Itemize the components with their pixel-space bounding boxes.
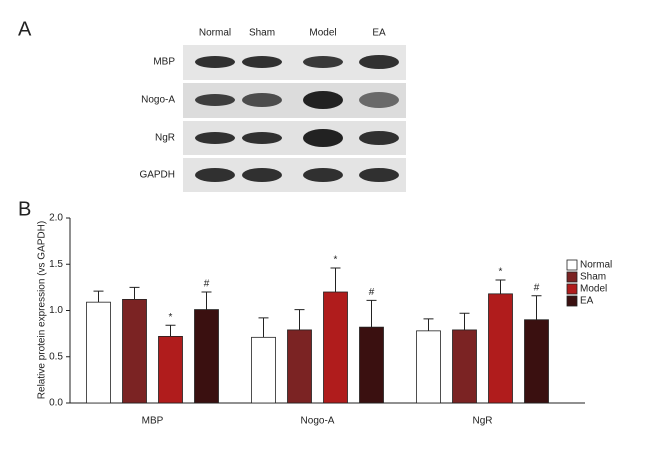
bar: [359, 326, 384, 404]
significance-mark: #: [534, 282, 540, 293]
blot-band: [303, 91, 343, 109]
blot-band: [359, 168, 399, 182]
error-bar: [366, 299, 377, 328]
blot-band: [303, 168, 343, 182]
bar: [86, 301, 111, 404]
x-tick-label: Nogo-A: [301, 416, 335, 427]
error-bar: [459, 312, 470, 330]
bar: [251, 336, 276, 404]
bar: [158, 335, 183, 404]
error-bar: [294, 309, 305, 330]
error-bar: [93, 290, 104, 303]
significance-mark: #: [369, 287, 375, 298]
lane-label: EA: [372, 28, 386, 39]
row-label: GAPDH: [139, 170, 175, 181]
bar: [488, 293, 513, 404]
row-label: NgR: [155, 133, 175, 144]
y-tick-label: 0.0: [49, 398, 63, 409]
row-label: MBP: [153, 57, 175, 68]
significance-mark: *: [334, 255, 338, 266]
bar: [323, 291, 348, 404]
error-bar: [129, 286, 140, 300]
y-axis-label: Relative protein expression (vs GAPDH): [37, 221, 48, 399]
legend-swatch: [566, 271, 578, 283]
x-tick-label: NgR: [472, 416, 492, 427]
significance-mark: #: [204, 279, 210, 290]
blot-band: [242, 93, 282, 107]
bar: [287, 329, 312, 404]
blot-band: [359, 92, 399, 108]
blot-band: [242, 168, 282, 182]
lane-label: Sham: [249, 28, 275, 39]
blot-band: [195, 56, 235, 68]
lane-label: Model: [309, 28, 336, 39]
legend-swatch: [566, 259, 578, 271]
bar: [416, 330, 441, 404]
y-tick-label: 1.5: [49, 259, 63, 270]
legend-swatch: [566, 295, 578, 307]
error-bar: [423, 318, 434, 331]
panel-label: A: [18, 18, 32, 40]
bar: [194, 309, 219, 404]
bar: [452, 329, 477, 404]
legend-label: Normal: [580, 260, 612, 271]
bar: [524, 319, 549, 404]
error-bar: [495, 279, 506, 294]
blot-band: [359, 55, 399, 69]
error-bar: [330, 267, 341, 292]
blot-band: [242, 132, 282, 144]
blot-band: [303, 129, 343, 147]
error-bar: [201, 291, 212, 310]
blot-band: [195, 94, 235, 106]
blot-band: [195, 168, 235, 182]
blot-band: [303, 56, 343, 68]
row-label: Nogo-A: [141, 95, 175, 106]
legend-label: Sham: [580, 272, 606, 283]
error-bar: [165, 324, 176, 337]
error-bar: [531, 295, 542, 320]
legend-swatch: [566, 283, 578, 295]
bar: [122, 298, 147, 404]
lane-label: Normal: [199, 28, 231, 39]
blot-band: [242, 56, 282, 68]
y-tick-label: 0.5: [49, 351, 63, 362]
panel-label: B: [18, 198, 31, 220]
error-bar: [258, 317, 269, 338]
y-tick-label: 1.0: [49, 305, 63, 316]
blot-band: [195, 132, 235, 144]
legend-label: Model: [580, 284, 607, 295]
y-tick-label: 2.0: [49, 213, 63, 224]
blot-band: [359, 131, 399, 145]
x-tick-label: MBP: [142, 416, 164, 427]
significance-mark: *: [499, 267, 503, 278]
significance-mark: *: [169, 312, 173, 323]
legend-label: EA: [580, 296, 594, 307]
